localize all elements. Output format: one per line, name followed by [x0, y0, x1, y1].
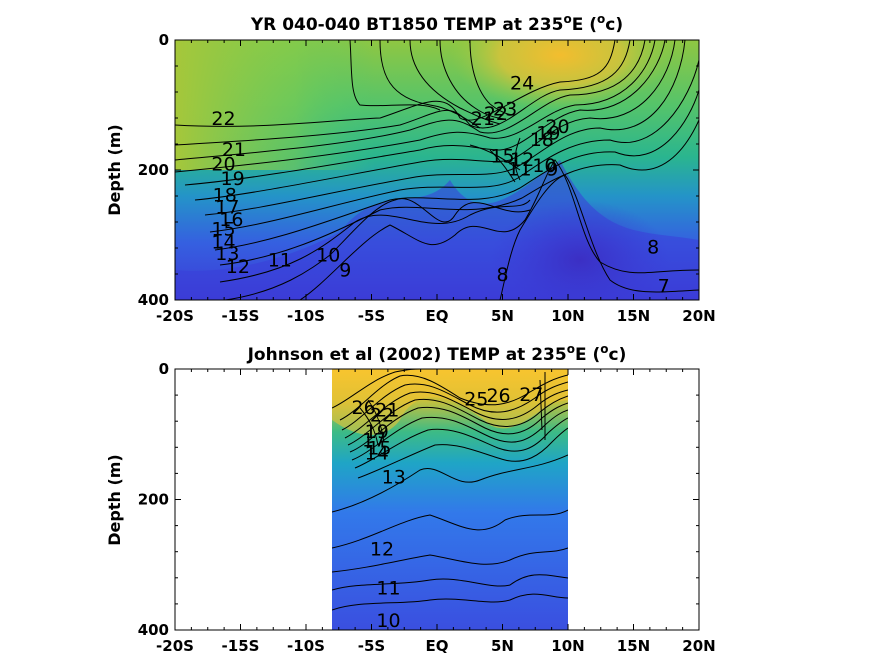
x-tick-label: 5N: [491, 307, 514, 325]
panel-2-y-ticks: 0 200 400: [138, 360, 699, 639]
contour-label: 14: [365, 443, 389, 465]
contour-label: 26: [352, 397, 376, 419]
contour-label: 9: [546, 159, 558, 181]
panel-1-x-ticks: -20S -15S -10S -5S EQ 5N 10N 15N 20N: [156, 40, 716, 325]
contour-label: 9: [339, 259, 351, 281]
contour-label: 15: [490, 146, 514, 168]
x-tick-label: -5S: [358, 637, 385, 655]
panel-1-y-axis-label: Depth (m): [105, 124, 124, 216]
contour-label: 27: [519, 384, 543, 406]
panel-2-colormap: [332, 369, 568, 630]
contour-label: 8: [496, 264, 508, 286]
x-tick-label: 15N: [617, 307, 650, 325]
x-tick-label: EQ: [426, 307, 449, 325]
contour-label: 21: [222, 139, 246, 161]
y-tick-label: 400: [138, 291, 169, 309]
panel-1-title: YR 040-040 BT1850 TEMP at 235oE (oc): [250, 12, 623, 35]
x-tick-label: 20N: [682, 307, 715, 325]
contour-label: 17: [215, 196, 239, 218]
contour-label: 22: [211, 108, 235, 130]
panel-2-title: Johnson et al (2002) TEMP at 235oE (oc): [247, 342, 627, 365]
contour-label: 21: [375, 399, 399, 421]
y-tick-label: 200: [138, 491, 169, 509]
panel-2-x-ticks: -20S -15S -10S -5S EQ 5N 10N 15N 20N: [156, 369, 716, 655]
contour-label: 18: [213, 185, 237, 207]
y-tick-label: 0: [159, 31, 169, 49]
contour-label: 12: [510, 149, 534, 171]
contour-label: 23: [493, 98, 517, 120]
x-tick-label: 20N: [682, 637, 715, 655]
contour-label: 14: [211, 232, 235, 254]
contour-label: 15: [211, 219, 235, 241]
contour-label: 7: [658, 276, 670, 298]
contour-label: 16: [219, 209, 243, 231]
contour-label: 19: [536, 122, 560, 144]
x-tick-label: -10S: [287, 307, 325, 325]
contour-label: 21: [471, 108, 495, 130]
contour-label: 10: [316, 245, 340, 267]
contour-label: 20: [545, 116, 569, 138]
x-tick-label: -15S: [222, 307, 260, 325]
x-tick-label: 15N: [617, 637, 650, 655]
y-tick-label: 200: [138, 161, 169, 179]
contour-label: 11: [268, 250, 292, 272]
panel-1-contours: [175, 40, 699, 300]
x-tick-label: 10N: [551, 307, 584, 325]
contour-label: 25: [464, 388, 488, 410]
contour-label: 12: [226, 256, 250, 278]
contour-label: 19: [365, 421, 389, 443]
contour-label: 26: [486, 385, 510, 407]
panel-2-contours: [332, 369, 568, 611]
x-tick-label: -5S: [358, 307, 385, 325]
panel-2-y-axis-label: Depth (m): [105, 454, 124, 546]
contour-label: 12: [370, 538, 394, 560]
contour-label: 13: [382, 467, 406, 489]
x-tick-label: -20S: [156, 307, 194, 325]
x-tick-label: -15S: [222, 637, 260, 655]
contour-label: 22: [370, 405, 394, 427]
contour-label: 19: [221, 168, 245, 190]
contour-label: 22: [484, 103, 508, 125]
contour-label: 15: [367, 437, 391, 459]
contour-label: 20: [211, 154, 235, 176]
x-tick-label: 5N: [491, 637, 514, 655]
contour-label: 8: [647, 237, 659, 259]
contour-label: 13: [215, 243, 239, 265]
contour-label: 18: [530, 129, 554, 151]
y-tick-label: 400: [138, 621, 169, 639]
x-tick-label: EQ: [426, 637, 449, 655]
x-tick-label: -20S: [156, 637, 194, 655]
x-tick-label: 10N: [551, 637, 584, 655]
panel-1-y-ticks: 0 200 400: [138, 31, 699, 309]
contour-label: 11: [376, 578, 400, 600]
contour-label: 11: [507, 159, 531, 181]
contour-label: 17: [362, 429, 386, 451]
x-tick-label: -10S: [287, 637, 325, 655]
contour-label: 10: [376, 610, 400, 632]
contour-label: 24: [510, 72, 534, 94]
contour-label: 10: [532, 155, 556, 177]
y-tick-label: 0: [159, 360, 169, 378]
